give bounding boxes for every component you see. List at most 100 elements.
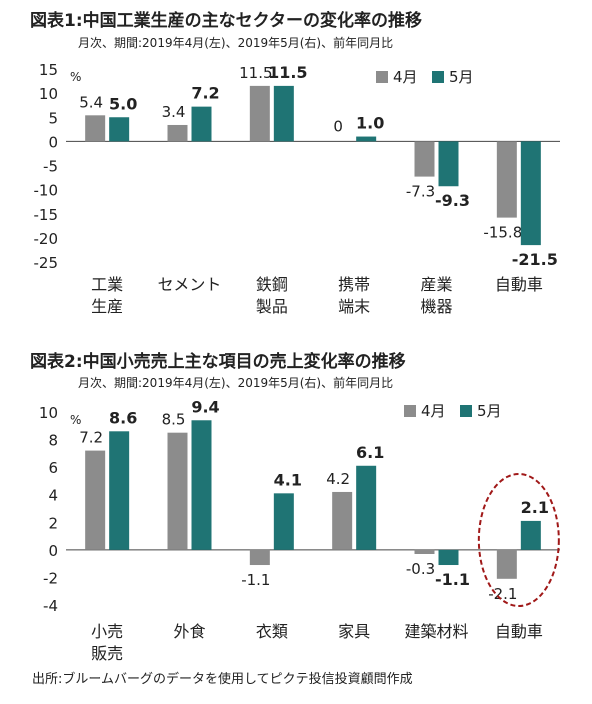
- chart2-category-label: 外食: [173, 622, 205, 641]
- chart2-highlight-ellipse: [477, 473, 560, 607]
- chart2-bar-apr: [249, 549, 270, 566]
- chart1-category-label: 製品: [256, 297, 288, 316]
- chart2-bar-apr: [414, 549, 435, 554]
- chart1-category-label: セメント: [158, 275, 222, 294]
- chart1-bar-may: [438, 141, 459, 187]
- chart1-data-label-apr: -7.3: [406, 183, 435, 201]
- chart2-bar-apr: [332, 491, 353, 550]
- chart1-bar-apr: [167, 124, 188, 142]
- chart2-legend-swatch-may: [460, 405, 472, 417]
- chart1-bar-may: [273, 85, 294, 142]
- chart2-title: 図表2:中国小売売上主な項目の売上変化率の推移: [30, 352, 406, 372]
- chart1-ytick-label: -20: [34, 230, 59, 248]
- chart2-category-label: 販売: [91, 644, 123, 663]
- chart1-data-label-may: 5.0: [109, 94, 137, 113]
- chart1-bar-apr: [414, 141, 435, 177]
- chart2-category-label: 衣類: [256, 622, 288, 641]
- chart2-data-label-may: 9.4: [191, 397, 219, 416]
- chart2-ytick-label: 6: [48, 459, 58, 477]
- chart2-bar-may: [191, 420, 212, 550]
- chart2-ytick-label: 8: [48, 432, 58, 450]
- chart1-data-label-may: -9.3: [435, 191, 470, 210]
- chart2-category-label: 建築材料: [404, 622, 468, 641]
- chart2-data-label-apr: 7.2: [79, 429, 103, 447]
- chart1-svg: 15 10 5 0 -5 -10 -15 -20 -25% 5.4 5.0 工業生産 3.4 7.2 セメン…: [34, 61, 560, 316]
- chart2-data-label-may: 8.6: [109, 408, 137, 427]
- chart2-bar-may: [356, 465, 377, 550]
- chart2-data-label-apr: -0.3: [406, 560, 435, 578]
- chart2-ytick-label: 2: [48, 514, 58, 532]
- chart2-data-label-apr: 8.5: [162, 411, 186, 429]
- chart2-bar-may: [109, 431, 130, 550]
- chart1-data-label-may: 11.5: [268, 63, 307, 82]
- chart2-data-label-apr: -1.1: [241, 571, 270, 589]
- chart2-bar-apr: [167, 432, 188, 550]
- chart1-legend-label: 4月: [393, 68, 418, 86]
- chart1-data-label-apr: -15.8: [483, 224, 522, 242]
- chart1-ytick-label: -15: [34, 206, 59, 224]
- chart1-data-label-apr: 0: [333, 117, 343, 135]
- chart1-data-label-apr: 3.4: [162, 103, 186, 121]
- chart1-data-label-apr: 5.4: [79, 93, 103, 111]
- chart1-category-label: 産業: [420, 275, 452, 294]
- chart2-data-label-apr: -2.1: [488, 585, 517, 603]
- chart2-ytick-label: -2: [43, 569, 58, 587]
- chart2-ytick-label: 0: [48, 542, 58, 560]
- chart1-data-label-apr: 11.5: [239, 64, 272, 82]
- chart1-ytick-label: -25: [34, 254, 59, 272]
- chart2-bar-apr: [85, 450, 106, 550]
- chart2-category-label: 小売: [91, 622, 123, 641]
- chart1-ytick-label: 10: [39, 85, 58, 103]
- chart1-bar-apr: [496, 141, 517, 218]
- chart2-bar-may: [273, 493, 294, 550]
- chart1-category-label: 機器: [420, 297, 452, 316]
- chart2-data-label-may: 2.1: [521, 498, 549, 517]
- chart2-legend-label: 5月: [477, 402, 502, 420]
- chart2-legend-swatch-apr: [404, 405, 416, 417]
- chart2-ytick-label: -4: [43, 597, 58, 615]
- chart1-legend-label: 5月: [449, 68, 474, 86]
- chart1-category-label: 自動車: [495, 275, 543, 294]
- chart2-unit-label: %: [70, 413, 81, 427]
- chart1-data-label-may: -21.5: [512, 250, 558, 269]
- chart2-ytick-label: 4: [48, 487, 58, 505]
- chart1-bar-may: [109, 117, 130, 142]
- chart2-category-label: 家具: [338, 622, 370, 641]
- chart1-bar-apr: [249, 85, 270, 142]
- chart1-legend-swatch-may: [432, 71, 444, 83]
- chart1-category-label: 工業: [91, 275, 123, 294]
- chart1-unit-label: %: [70, 70, 81, 84]
- chart2-bar-may: [520, 520, 541, 550]
- source-note: 出所:ブルームバーグのデータを使用してピクテ投信投資顧問作成: [32, 672, 413, 687]
- chart2-ytick-label: 10: [39, 404, 58, 422]
- chart1-category-label: 携帯: [338, 275, 370, 294]
- chart2-bar-may: [438, 549, 459, 566]
- chart1-bar-apr: [85, 115, 106, 142]
- chart1-ytick-label: 15: [39, 61, 58, 79]
- chart1-ytick-label: -10: [34, 182, 59, 200]
- chart2-legend-label: 4月: [421, 402, 446, 420]
- chart1-subtitle: 月次、期間:2019年4月(左)、2019年5月(右)、前年同月比: [78, 36, 394, 50]
- chart2-data-label-may: 4.1: [274, 470, 302, 489]
- chart2-data-label-apr: 4.2: [326, 470, 350, 488]
- chart2-bar-apr: [496, 549, 517, 579]
- chart1-title: 図表1:中国工業生産の主なセクターの変化率の推移: [30, 11, 422, 31]
- chart1-category-label: 端末: [338, 297, 370, 316]
- chart1-ytick-label: 0: [48, 133, 58, 151]
- chart1-bar-may: [191, 106, 212, 142]
- chart2-data-label-may: -1.1: [435, 570, 470, 589]
- chart1-legend-swatch-apr: [376, 71, 388, 83]
- chart1-category-label: 鉄鋼: [256, 275, 288, 294]
- chart1-ytick-label: 5: [48, 109, 58, 127]
- chart1-data-label-may: 1.0: [356, 114, 384, 133]
- chart1-ytick-label: -5: [43, 158, 58, 176]
- chart2-subtitle: 月次、期間:2019年4月(左)、2019年5月(右)、前年同月比: [78, 376, 394, 390]
- chart1-data-label-may: 7.2: [191, 84, 219, 103]
- chart1-bar-may: [520, 141, 541, 246]
- chart2-data-label-may: 6.1: [356, 443, 384, 462]
- chart1-bar-may: [356, 136, 377, 142]
- chart1-category-label: 生産: [91, 297, 123, 316]
- chart2-category-label: 自動車: [495, 622, 543, 641]
